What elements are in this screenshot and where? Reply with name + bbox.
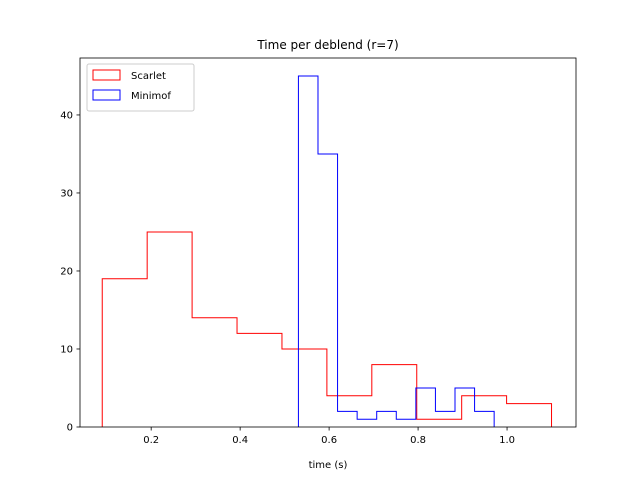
series-scarlet-step [101, 231, 553, 427]
legend: Scarlet Minimof [86, 63, 195, 112]
x-tick-label: 0.2 [143, 435, 159, 446]
y-tick-label: 0 [67, 423, 73, 434]
legend-box [86, 63, 195, 112]
plot-frame [79, 57, 577, 428]
x-tick-label: 1.0 [499, 435, 515, 446]
chart-title: Time per deblend (r=7) [256, 38, 398, 52]
legend-label-minimof: Minimof [131, 91, 171, 102]
y-tick-label: 10 [60, 344, 73, 355]
y-tick-label: 20 [60, 266, 73, 277]
y-tick-label: 30 [60, 188, 73, 199]
legend-swatch-minimof [92, 89, 121, 101]
legend-swatch-scarlet [92, 69, 121, 81]
x-tick-label: 0.4 [232, 435, 248, 446]
x-tick-label: 0.6 [321, 435, 337, 446]
y-tick-label: 40 [60, 110, 73, 121]
x-tick-label: 0.8 [410, 435, 426, 446]
x-axis-label: time (s) [309, 460, 348, 471]
legend-label-scarlet: Scarlet [131, 71, 166, 82]
series-minimof-step [297, 75, 495, 427]
